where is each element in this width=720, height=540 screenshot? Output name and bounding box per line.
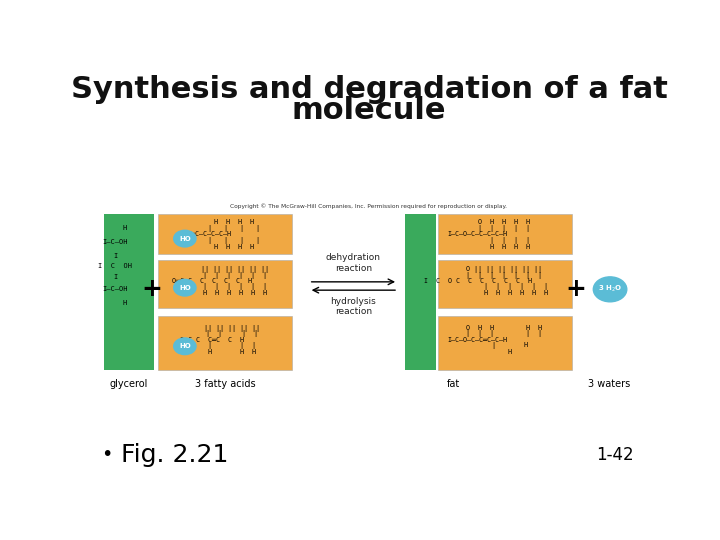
Text: |  |  |  |  |  |: | | | | | | (203, 272, 267, 279)
Bar (104, 214, 154, 370)
Text: hydrolysis
reaction: hydrolysis reaction (330, 297, 377, 316)
Text: H  H  H  H  H  H: H H H H H H (203, 289, 267, 296)
Circle shape (174, 338, 196, 355)
Text: H  H  H  H: H H H H (478, 244, 530, 249)
Text: I–C–O–C–C–C–C–H: I–C–O–C–C–C–C–H (448, 232, 508, 238)
Text: I: I (113, 253, 117, 259)
Bar (405, 214, 436, 370)
Text: O═C C  C  C  C  C  H: O═C C C C C C H (171, 278, 252, 284)
Text: HO: HO (179, 343, 191, 349)
Circle shape (593, 277, 627, 302)
Text: 3 waters: 3 waters (588, 379, 630, 389)
Text: H: H (122, 300, 127, 306)
Text: O  H  H  H  H: O H H H H (478, 219, 530, 225)
Text: •: • (101, 446, 112, 464)
Bar (158, 214, 292, 254)
Text: H  H  H  H: H H H H (214, 244, 254, 249)
Text: H  H  H  H  H  H: H H H H H H (460, 289, 548, 296)
Text: HO: HO (179, 285, 191, 291)
Bar (438, 214, 572, 254)
Text: |   |   |   |: | | | | (208, 225, 260, 232)
Text: |  |  |  |: | | | | (478, 237, 530, 244)
Text: I: I (113, 274, 117, 280)
Text: I  C  OH: I C OH (98, 263, 132, 269)
Text: || || || || || ||: || || || || || || (201, 266, 269, 273)
Text: |  |  |  |  |: | | | | | (478, 225, 530, 232)
Text: 1-42: 1-42 (596, 446, 634, 464)
Text: I–C–OH: I–C–OH (102, 239, 128, 245)
Text: glycerol: glycerol (110, 379, 148, 389)
Text: |  |  |        |  |: | | | | | (466, 330, 542, 338)
Text: |  |  |  |  |  |  |: | | | | | | | (466, 272, 542, 279)
Text: H: H (496, 349, 512, 355)
Text: I  C  O C  C  C  C  C  C  H: I C O C C C C C C H (424, 278, 532, 284)
Text: HO: HO (179, 235, 191, 241)
Text: fat: fat (446, 379, 460, 389)
Text: I–C–O–C–C═C–C–H: I–C–O–C–C═C–C–H (448, 337, 508, 343)
Text: 3 H$_2$O: 3 H$_2$O (598, 284, 622, 294)
Text: |       |  |: | | | (208, 342, 256, 349)
Text: +: + (141, 278, 162, 301)
Text: H: H (122, 225, 127, 231)
Text: O═C C  C═C  C  H: O═C C C═C C H (180, 337, 243, 343)
Bar (438, 316, 572, 370)
Text: |       H: | H (480, 342, 528, 349)
Text: |  |  |  |  |  |: | | | | | | (460, 284, 548, 291)
Text: |  |     |  |: | | | | (207, 330, 258, 338)
Text: O═C–C–C–C–H: O═C–C–C–C–H (188, 232, 232, 238)
Text: 3 fatty acids: 3 fatty acids (194, 379, 256, 389)
Text: Copyright © The McGraw-Hill Companies, Inc. Permission required for reproduction: Copyright © The McGraw-Hill Companies, I… (230, 204, 508, 209)
Text: H  H  H  H: H H H H (214, 219, 254, 225)
Text: dehydration
reaction: dehydration reaction (326, 253, 381, 273)
Text: H       H  H: H H H (208, 349, 256, 355)
Circle shape (174, 230, 196, 247)
Text: || || || || ||: || || || || || (204, 325, 261, 332)
Circle shape (174, 279, 196, 296)
Text: I–C–OH: I–C–OH (102, 286, 128, 292)
Text: Fig. 2.21: Fig. 2.21 (121, 443, 228, 467)
Bar (438, 260, 572, 308)
Text: |  |  |  |  |  |: | | | | | | (203, 284, 267, 291)
Text: |   |   |   |: | | | | (208, 237, 260, 244)
Text: molecule: molecule (292, 96, 446, 125)
Text: O || || || || || ||: O || || || || || || (466, 266, 542, 273)
Text: +: + (565, 278, 586, 301)
Bar (158, 316, 292, 370)
Bar (158, 260, 292, 308)
Text: Synthesis and degradation of a fat: Synthesis and degradation of a fat (71, 75, 667, 104)
Text: O  H  H        H  H: O H H H H (466, 325, 542, 331)
